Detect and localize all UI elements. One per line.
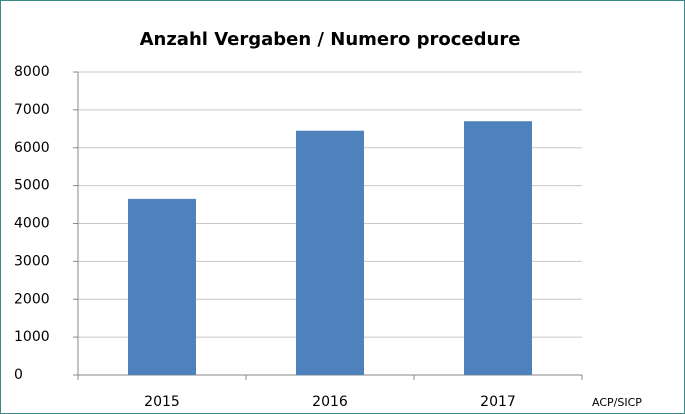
y-tick-label: 4000 bbox=[14, 216, 50, 232]
y-tick-label: 7000 bbox=[14, 102, 50, 118]
y-tick-label: 6000 bbox=[14, 140, 50, 156]
x-tick-label: 2015 bbox=[144, 394, 180, 410]
y-tick-label: 2000 bbox=[14, 291, 50, 307]
annotation: ACP/SICP bbox=[592, 396, 642, 409]
bar bbox=[296, 130, 364, 375]
bar bbox=[464, 121, 532, 375]
y-tick-label: 1000 bbox=[14, 329, 50, 345]
y-tick-label: 5000 bbox=[14, 178, 50, 194]
x-tick-label: 2016 bbox=[312, 394, 348, 410]
y-tick-label: 0 bbox=[14, 367, 23, 383]
bar bbox=[128, 198, 196, 375]
x-tick-label: 2017 bbox=[480, 394, 516, 410]
y-tick-label: 8000 bbox=[14, 64, 50, 80]
chart-title: Anzahl Vergaben / Numero procedure bbox=[140, 29, 521, 50]
y-tick-label: 3000 bbox=[14, 253, 50, 269]
